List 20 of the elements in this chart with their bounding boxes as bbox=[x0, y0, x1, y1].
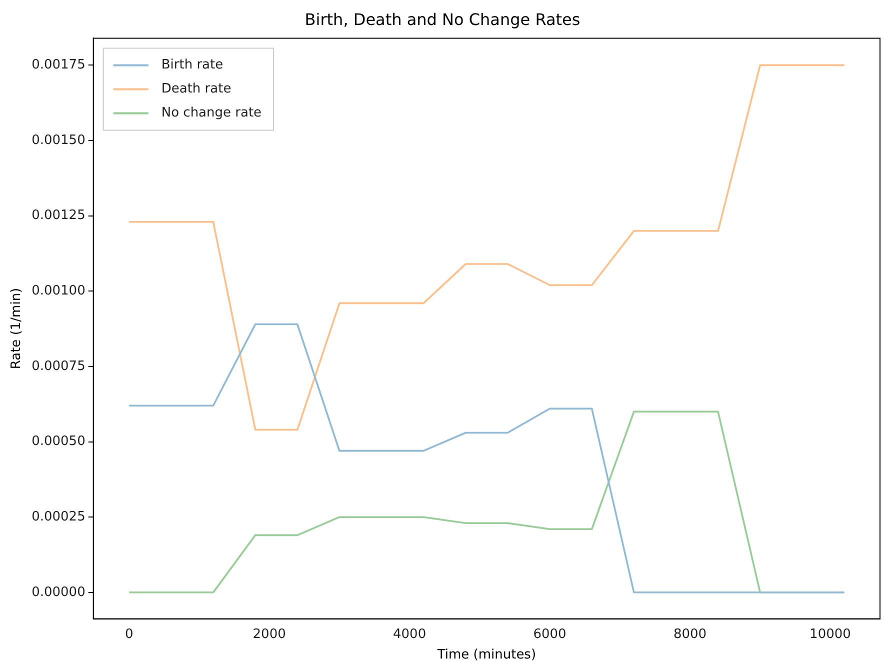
y-tick-label: 0.00175 bbox=[32, 58, 86, 73]
y-tick-label: 0.00025 bbox=[32, 509, 86, 524]
y-tick-label: 0.00075 bbox=[32, 358, 86, 374]
y-tick-label: 0.00000 bbox=[32, 584, 86, 600]
x-axis-title: Time (minutes) bbox=[436, 648, 536, 663]
x-tick-label: 10000 bbox=[810, 626, 851, 642]
legend-label: Death rate bbox=[161, 82, 232, 97]
x-tick-label: 4000 bbox=[393, 626, 426, 642]
y-tick-label: 0.00100 bbox=[32, 284, 86, 299]
legend-label: No change rate bbox=[161, 106, 262, 121]
y-tick-label: 0.00050 bbox=[32, 434, 86, 450]
x-tick-label: 2000 bbox=[252, 626, 286, 642]
x-tick-label: 6000 bbox=[533, 626, 566, 642]
x-tick-label: 8000 bbox=[673, 626, 707, 642]
x-tick-label: 0 bbox=[124, 626, 134, 642]
chart-title: Birth, Death and No Change Rates bbox=[304, 10, 580, 29]
legend-label: Birth rate bbox=[161, 58, 224, 73]
y-tick-label: 0.00125 bbox=[32, 208, 86, 224]
y-axis-title: Rate (1/min) bbox=[9, 288, 24, 370]
y-tick-label: 0.00150 bbox=[32, 132, 86, 148]
